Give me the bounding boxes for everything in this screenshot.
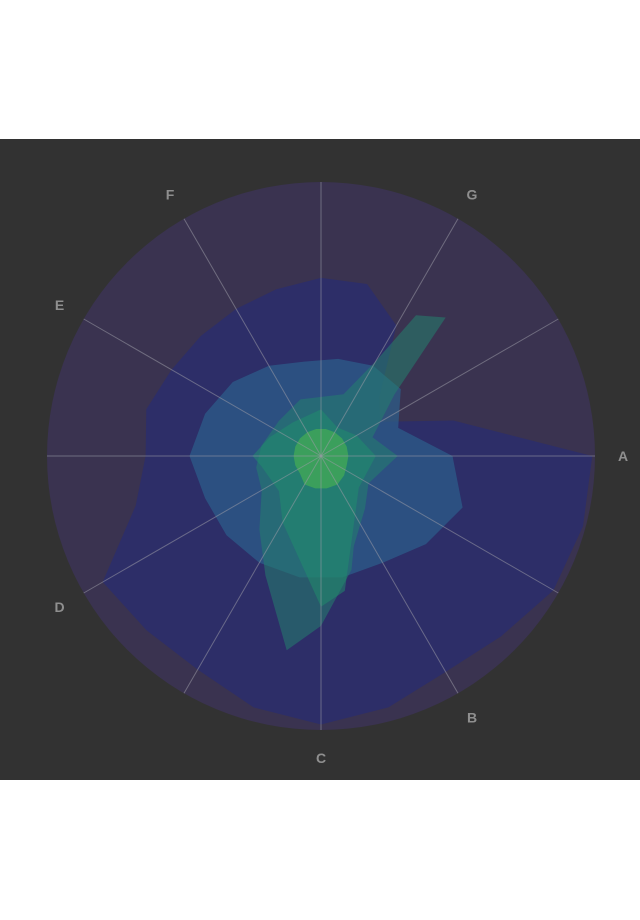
axis-label-g: G: [467, 187, 478, 203]
radar-spoke: [83, 455, 322, 594]
radar-spoke: [320, 455, 559, 594]
radar-spoke: [183, 218, 322, 457]
axis-label-a: A: [618, 448, 628, 464]
radar-chart: A B C D E F G: [47, 182, 628, 766]
radar-spoke: [83, 318, 322, 457]
radar-chart-panel: A B C D E F G: [0, 139, 640, 780]
radar-spoke: [320, 318, 559, 457]
axis-label-c: C: [316, 750, 326, 766]
radar-spoke: [320, 218, 459, 457]
radar-spoke: [320, 455, 459, 694]
axis-label-d: D: [54, 599, 64, 615]
axis-label-f: F: [166, 187, 175, 203]
radar-spoke: [183, 455, 322, 694]
axis-label-b: B: [467, 710, 477, 726]
axis-label-e: E: [55, 297, 64, 313]
